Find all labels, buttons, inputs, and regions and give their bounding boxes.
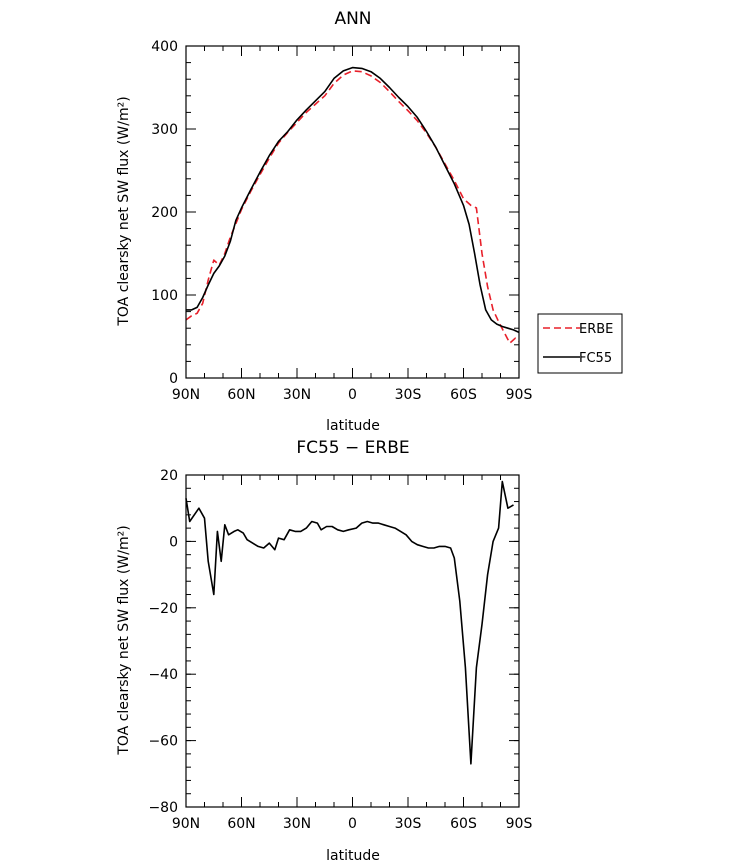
x-axis-label: latitude — [326, 418, 380, 434]
y-tick-label: 0 — [169, 371, 178, 387]
plot-frame — [185, 474, 520, 808]
x-tick-label: 0 — [348, 387, 357, 403]
x-tick-label: 60S — [450, 387, 477, 403]
y-tick-label: 400 — [151, 39, 178, 55]
y-tick-label: −40 — [148, 667, 178, 683]
chart-title: ANN — [334, 9, 371, 29]
y-tick-label: 300 — [151, 122, 178, 138]
y-axis-label: TOA clearsky net SW flux (W/m²) — [116, 96, 132, 326]
legend-label-erbe: ERBE — [579, 322, 613, 337]
y-tick-label: −60 — [148, 734, 178, 750]
series-layer — [185, 480, 514, 765]
series-line-fc55 — [186, 66, 520, 334]
y-axis-label: TOA clearsky net SW flux (W/m²) — [116, 525, 132, 755]
series-line-erbe — [185, 70, 520, 344]
x-tick-label: 90S — [506, 816, 533, 832]
x-axis-label: latitude — [326, 848, 380, 864]
x-tick-label: 60S — [450, 816, 477, 832]
series-layer — [185, 66, 520, 344]
y-tick-label: 100 — [151, 288, 178, 304]
chart-annual-flux: ANN TOA clearsky net SW flux (W/m²) lati… — [116, 9, 623, 434]
chart-difference: FC55 − ERBE TOA clearsky net SW flux (W/… — [116, 438, 532, 864]
x-tick-label: 60N — [227, 816, 255, 832]
chart-title: FC55 − ERBE — [296, 438, 409, 458]
y-tick-label: 0 — [169, 534, 178, 550]
legend: ERBE FC55 — [537, 313, 623, 374]
x-tick-label: 30N — [283, 387, 311, 403]
y-tick-label: −80 — [148, 800, 178, 816]
y-tick-label: −20 — [148, 601, 178, 617]
ticks — [185, 474, 520, 808]
y-tick-label: 200 — [151, 205, 178, 221]
tick-labels: 90N 60N 30N 0 30S 60S 90S 20 0 −20 −40 −60 −80 — [148, 468, 532, 832]
plot-frame — [185, 45, 520, 379]
x-tick-label: 90N — [172, 816, 200, 832]
x-tick-label: 0 — [348, 816, 357, 832]
legend-label-fc55: FC55 — [579, 351, 612, 366]
ticks — [185, 45, 520, 379]
legend-box — [537, 313, 623, 374]
x-tick-label: 90S — [506, 387, 533, 403]
x-tick-label: 90N — [172, 387, 200, 403]
x-tick-label: 30N — [283, 816, 311, 832]
x-tick-label: 30S — [395, 816, 422, 832]
tick-labels: 90N 60N 30N 0 30S 60S 90S 0 100 200 300 400 — [151, 39, 532, 403]
series-line-difference — [185, 480, 514, 765]
x-tick-label: 60N — [227, 387, 255, 403]
x-tick-label: 30S — [395, 387, 422, 403]
y-tick-label: 20 — [160, 468, 178, 484]
